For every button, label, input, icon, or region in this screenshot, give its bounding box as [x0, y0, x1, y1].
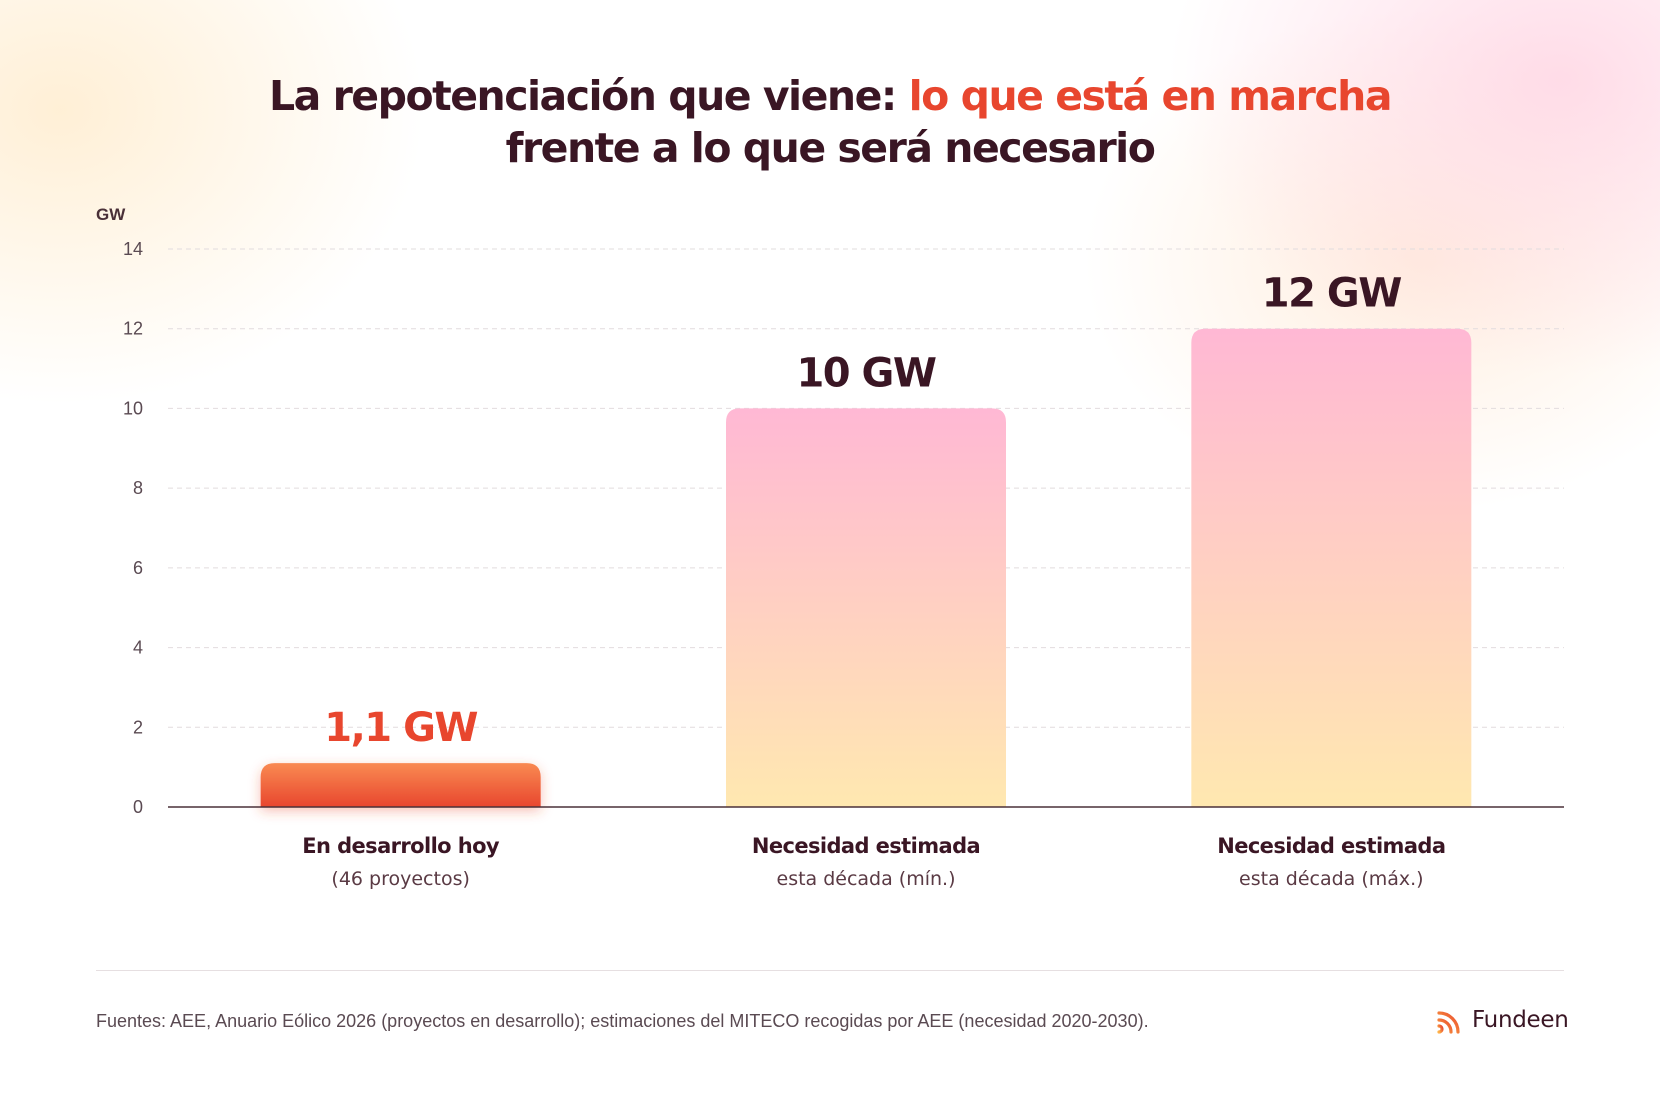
source-note: Fuentes: AEE, Anuario Eólico 2026 (proye… — [96, 1011, 1149, 1031]
category-main: Necesidad estimada — [1217, 834, 1446, 858]
y-tick-label: 2 — [133, 717, 143, 737]
bar-1 — [260, 763, 541, 807]
signal-waves-icon — [1437, 1011, 1460, 1034]
category-label-2: Necesidad estimada esta década (mín.) — [686, 834, 1046, 890]
bar-3 — [1191, 328, 1472, 807]
bar-value-label-2: 10 GW — [796, 350, 935, 396]
category-sub: esta década (mín.) — [776, 868, 956, 890]
bar-2 — [726, 408, 1006, 807]
title-line2: frente a lo que será necesario — [505, 124, 1156, 172]
y-tick-label: 6 — [133, 558, 143, 578]
brand-name: Fundeen — [1472, 1007, 1569, 1033]
y-tick-label: 0 — [133, 797, 143, 817]
bar-value-label-3: 12 GW — [1262, 271, 1401, 317]
title-part1: La repotenciación que viene: — [269, 72, 909, 120]
category-label-1: En desarrollo hoy (46 proyectos) — [221, 834, 581, 890]
category-main: En desarrollo hoy — [302, 834, 499, 858]
y-tick-label: 12 — [123, 319, 143, 339]
title-accent: lo que está en marcha — [908, 72, 1393, 120]
footer-divider — [96, 970, 1564, 971]
category-label-3: Necesidad estimada esta década (máx.) — [1151, 834, 1511, 890]
category-sub: esta década (máx.) — [1239, 868, 1424, 890]
brand-logo: Fundeen — [1434, 1003, 1569, 1037]
y-axis-unit: GW — [96, 205, 126, 224]
y-tick-label: 4 — [133, 638, 143, 658]
chart-title: La repotenciación que viene: lo que está… — [0, 70, 1660, 174]
y-tick-label: 10 — [123, 398, 143, 418]
y-tick-label: 14 — [123, 239, 143, 259]
y-tick-label: 8 — [133, 478, 143, 498]
category-main: Necesidad estimada — [751, 834, 981, 858]
bar-value-label-1: 1,1 GW — [324, 705, 477, 751]
category-sub: (46 proyectos) — [331, 868, 470, 890]
